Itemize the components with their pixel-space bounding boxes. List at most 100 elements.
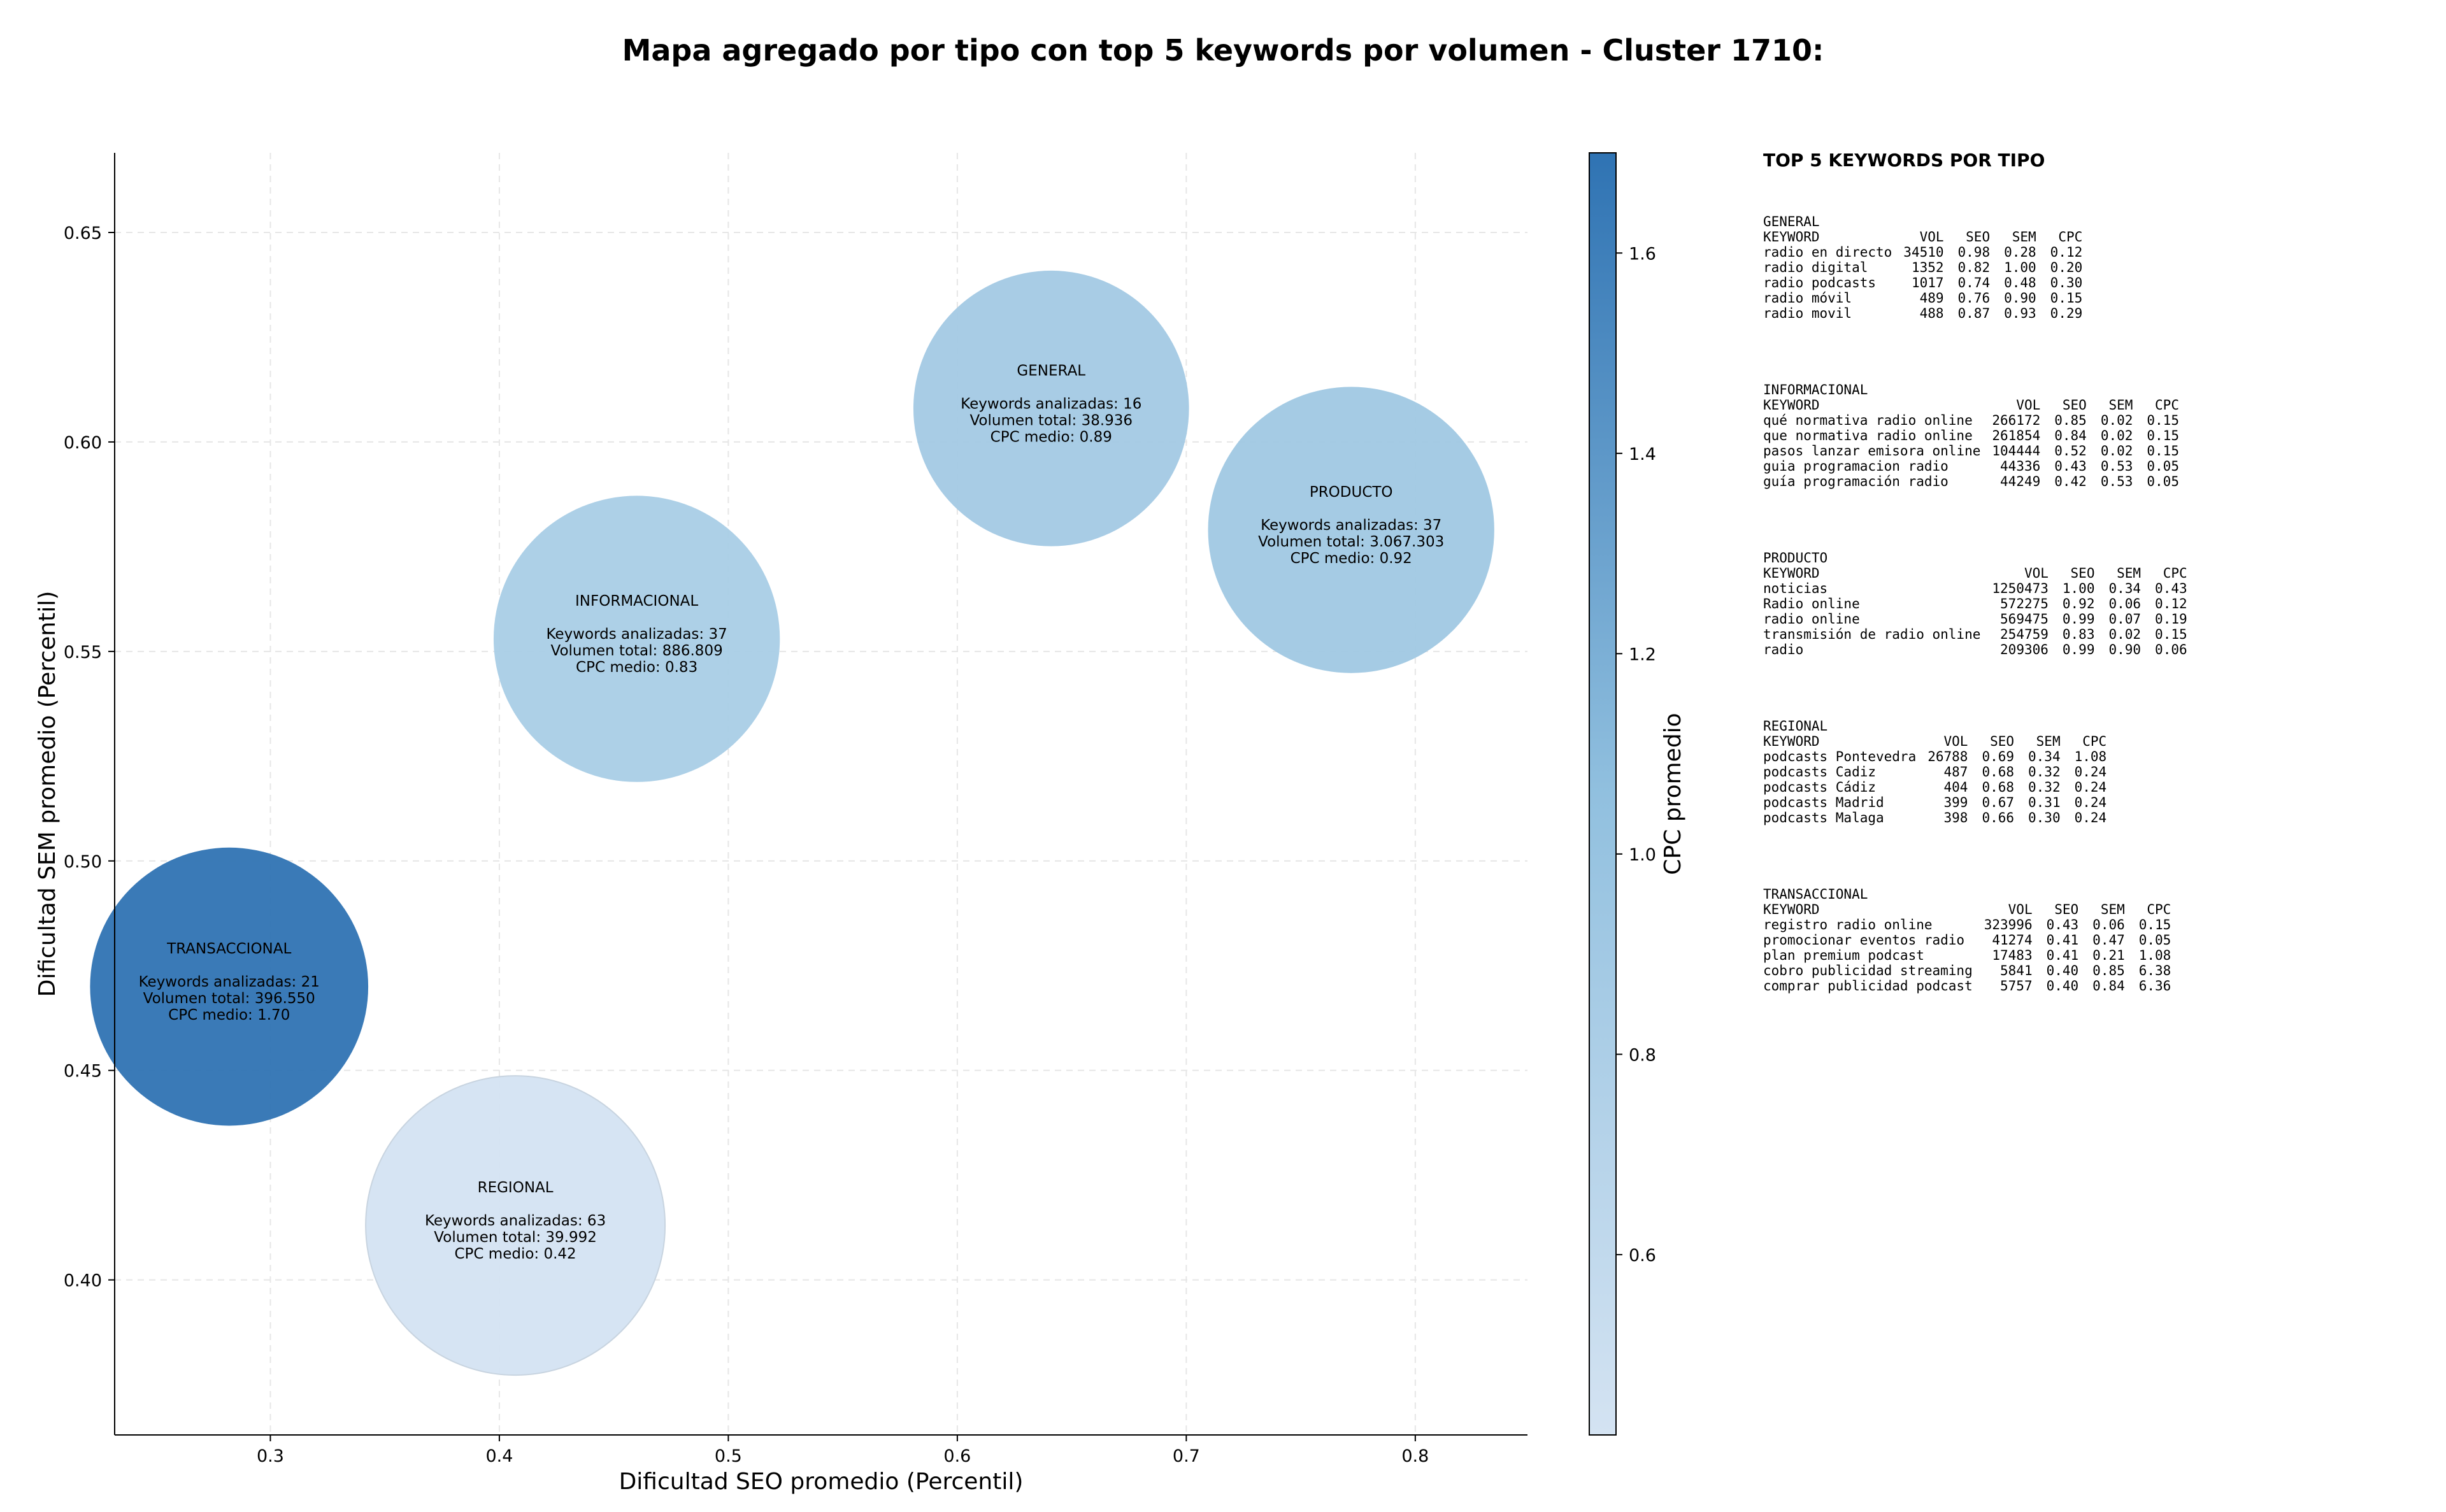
x-tick-label: 0.8	[1401, 1446, 1429, 1466]
keyword-cell: guia programacion radio	[1763, 459, 1949, 474]
bubble-label-keywords: Keywords analizadas: 37	[1261, 517, 1441, 534]
keyword-cell: podcasts Cádiz	[1763, 780, 1877, 795]
colorbar-bar	[1589, 152, 1617, 1436]
column-header: VOL	[2024, 566, 2049, 581]
column-header: CPC	[2058, 229, 2083, 245]
value-cell: 0.29	[2050, 306, 2083, 321]
value-cell: 0.12	[2050, 245, 2083, 260]
value-cell: 0.67	[1982, 795, 2015, 810]
block-type-name: GENERAL	[1763, 214, 1820, 229]
value-cell: 0.85	[2092, 963, 2125, 978]
value-cell: 0.84	[2054, 428, 2087, 443]
value-cell: 0.92	[2062, 596, 2095, 611]
value-cell: 0.42	[2054, 474, 2087, 489]
table-row: noticias 1250473 1.00 0.34 0.43	[1763, 581, 2201, 596]
value-cell: 17483	[1992, 948, 2033, 963]
keyword-cell: promocionar eventos radio	[1763, 932, 1965, 948]
column-header: SEM	[2036, 734, 2061, 749]
table-row: cobro publicidad streaming 5841 0.40 0.85 6.…	[1763, 963, 2185, 978]
chart-title: Mapa agregado por tipo con top 5 keyword…	[622, 33, 1824, 68]
value-cell: 0.90	[2004, 290, 2036, 306]
keyword-cell: guía programación radio	[1763, 474, 1949, 489]
x-axis-label: Dificultad SEO promedio (Percentil)	[619, 1469, 1024, 1495]
value-cell: 0.15	[2147, 443, 2179, 459]
value-cell: 5841	[2000, 963, 2033, 978]
value-cell: 0.76	[1957, 290, 1991, 306]
colorbar-tick-label: 0.6	[1629, 1246, 1656, 1266]
block-type-name: TRANSACCIONAL	[1763, 887, 1868, 902]
value-cell: 0.98	[1957, 245, 1991, 260]
value-cell: 1352	[1911, 260, 1944, 275]
keyword-table: KEYWORD VOL SEO SEM CPC qué normativa radio o…	[1763, 397, 2193, 489]
value-cell: 0.24	[2074, 780, 2107, 795]
table-row: promocionar eventos radio 41274 0.41 0.47 0.…	[1763, 932, 2185, 948]
table-row: podcasts Pontevedra 26788 0.69 0.34 1.08	[1763, 749, 2121, 764]
top-keywords-panel: TOP 5 KEYWORDS POR TIPO GENERAL KEYWORD VO…	[1763, 150, 2438, 1055]
panel-title: TOP 5 KEYWORDS POR TIPO	[1763, 150, 2045, 171]
bubble-label-volume: Volumen total: 886.809	[551, 643, 723, 659]
keyword-table: KEYWORD VOL SEO SEM CPC podcasts Pontevedra 26…	[1763, 734, 2121, 825]
colorbar-tick-label: 1.0	[1629, 845, 1656, 865]
value-cell: 0.24	[2074, 764, 2107, 780]
bubble-transaccional: TRANSACCIONAL Keywords analizadas: 21Volu…	[90, 847, 369, 1126]
keyword-cell: qué normativa radio online	[1763, 413, 1973, 428]
panel-blocks: GENERAL KEYWORD VOL SEO SEM CPC radio en direc…	[1763, 214, 2438, 994]
value-cell: 0.06	[2092, 917, 2125, 932]
value-cell: 0.32	[2028, 764, 2061, 780]
x-tick-label: 0.4	[485, 1446, 513, 1466]
value-cell: 0.47	[2092, 932, 2125, 948]
value-cell: 0.68	[1982, 764, 2015, 780]
bubble-label-volume: Volumen total: 39.992	[434, 1229, 597, 1246]
value-cell: 1.08	[2074, 749, 2107, 764]
column-header: KEYWORD	[1763, 397, 1820, 413]
value-cell: 0.53	[2100, 474, 2133, 489]
column-header: SEO	[1990, 734, 2015, 749]
value-cell: 399	[1943, 795, 1968, 810]
column-header: SEM	[2117, 566, 2142, 581]
grid	[115, 153, 1527, 1435]
table-row: radio podcasts 1017 0.74 0.48 0.30	[1763, 275, 2096, 290]
value-cell: 0.30	[2028, 810, 2061, 825]
keyword-block-regional: REGIONAL KEYWORD VOL SEO SEM CPC podcasts Pont…	[1763, 718, 2438, 825]
table-row: pasos lanzar emisora online 104444 0.52 0.0…	[1763, 443, 2193, 459]
value-cell: 0.74	[1957, 275, 1991, 290]
value-cell: 254759	[2000, 627, 2049, 642]
table-row: que normativa radio online 261854 0.84 0.02…	[1763, 428, 2193, 443]
keyword-cell: que normativa radio online	[1763, 428, 1973, 443]
value-cell: 0.99	[2062, 642, 2095, 657]
y-axis-label: Dificultad SEM promedio (Percentil)	[34, 591, 61, 997]
y-tick-label: 0.65	[64, 224, 102, 243]
value-cell: 0.93	[2004, 306, 2036, 321]
value-cell: 44336	[2000, 459, 2041, 474]
bubble-label-type: TRANSACCIONAL	[166, 941, 291, 957]
keyword-cell: podcasts Malaga	[1763, 810, 1884, 825]
table-row: guia programacion radio 44336 0.43 0.53 0.05	[1763, 459, 2193, 474]
column-header: KEYWORD	[1763, 902, 1820, 917]
table-row: Radio online 572275 0.92 0.06 0.12	[1763, 596, 2201, 611]
x-tick-label: 0.5	[715, 1446, 742, 1466]
value-cell: 0.90	[2108, 642, 2142, 657]
table-header-row: KEYWORD VOL SEO SEM CPC	[1763, 229, 2096, 245]
keyword-block-informacional: INFORMACIONAL KEYWORD VOL SEO SEM CPC qué norm…	[1763, 382, 2438, 489]
bubble-label-cpc: CPC medio: 0.83	[576, 659, 697, 676]
table-header-row: KEYWORD VOL SEO SEM CPC	[1763, 902, 2185, 917]
colorbar-tick-label: 1.2	[1629, 645, 1656, 664]
value-cell: 0.84	[2092, 978, 2125, 994]
keyword-cell: plan premium podcast	[1763, 948, 1924, 963]
keyword-cell: radio digital	[1763, 260, 1868, 275]
table-row: transmisión de radio online 254759 0.83 0.0…	[1763, 627, 2201, 642]
value-cell: 0.40	[2046, 978, 2079, 994]
column-header: SEM	[2012, 229, 2036, 245]
column-header: VOL	[1919, 229, 1944, 245]
value-cell: 0.66	[1982, 810, 2015, 825]
bubble-label-cpc: CPC medio: 0.92	[1291, 550, 1412, 567]
value-cell: 0.53	[2100, 459, 2133, 474]
bubble-informacional: INFORMACIONAL Keywords analizadas: 37Volu…	[493, 496, 780, 782]
table-row: radio digital 1352 0.82 1.00 0.20	[1763, 260, 2096, 275]
value-cell: 0.34	[2108, 581, 2142, 596]
table-header-row: KEYWORD VOL SEO SEM CPC	[1763, 397, 2193, 413]
value-cell: 0.12	[2155, 596, 2187, 611]
table-row: registro radio online 323996 0.43 0.06 0.15	[1763, 917, 2185, 932]
